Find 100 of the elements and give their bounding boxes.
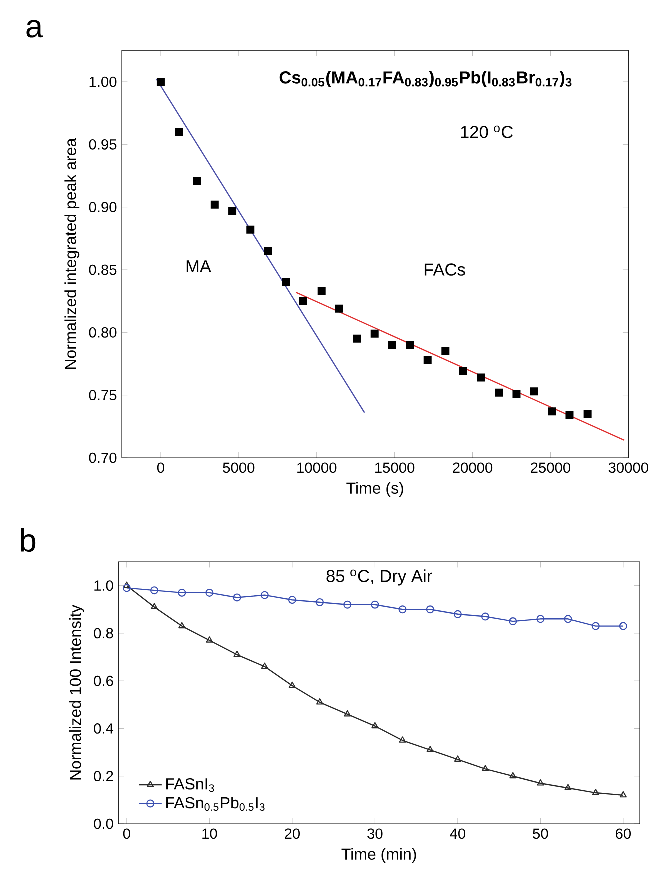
y-tick-label: 0.2 bbox=[94, 771, 114, 782]
point bbox=[454, 610, 462, 618]
y-tick-label: 0.4 bbox=[94, 724, 114, 734]
point bbox=[537, 780, 544, 786]
x-tick-label: 30 bbox=[368, 828, 383, 840]
point bbox=[122, 584, 131, 592]
point bbox=[564, 615, 572, 624]
point bbox=[509, 618, 518, 626]
point bbox=[388, 341, 396, 350]
y-tick-label: 0.95 bbox=[89, 139, 117, 150]
point bbox=[592, 622, 600, 630]
point bbox=[512, 390, 521, 398]
chart-title: a bbox=[26, 20, 44, 38]
point bbox=[260, 591, 269, 600]
point bbox=[282, 278, 290, 287]
x-tick-label: 20000 bbox=[453, 462, 493, 474]
y-tick-label: 1.0 bbox=[94, 580, 114, 592]
point bbox=[530, 388, 538, 396]
point bbox=[584, 410, 592, 418]
point bbox=[619, 622, 628, 630]
point bbox=[426, 746, 434, 752]
point bbox=[264, 247, 272, 256]
point bbox=[353, 334, 362, 343]
annotation: MA bbox=[186, 260, 212, 273]
point bbox=[318, 287, 326, 296]
x-tick-label: 60 bbox=[616, 828, 632, 840]
y-tick-label: 0.85 bbox=[89, 264, 117, 276]
point bbox=[482, 765, 490, 772]
point bbox=[175, 128, 184, 136]
point bbox=[424, 356, 432, 364]
y-tick-label: 0.0 bbox=[94, 818, 114, 830]
x-tick-label: 40 bbox=[450, 828, 466, 840]
point bbox=[481, 612, 490, 621]
y-tick-label: 0.80 bbox=[89, 327, 117, 338]
point bbox=[495, 388, 504, 397]
point bbox=[344, 600, 352, 609]
x-tick-label: 25000 bbox=[531, 462, 571, 474]
annotation: 120 $^{o}$C bbox=[461, 126, 513, 138]
x-axis-title: Time (s) bbox=[346, 482, 404, 498]
point bbox=[335, 304, 344, 313]
y-tick-label: 0.70 bbox=[89, 452, 117, 464]
chart-title: b bbox=[21, 528, 36, 552]
point bbox=[178, 588, 186, 597]
point bbox=[454, 756, 462, 762]
y-tick-label: 0.75 bbox=[89, 390, 117, 401]
point bbox=[261, 662, 268, 670]
annotation: FACs bbox=[424, 264, 466, 276]
point bbox=[150, 586, 158, 595]
y-tick-label: 0.8 bbox=[94, 628, 114, 639]
x-tick-label: 20 bbox=[285, 828, 300, 840]
point bbox=[620, 791, 627, 798]
x-tick-label: 15000 bbox=[376, 462, 415, 474]
point bbox=[193, 177, 202, 186]
x-tick-label: 30000 bbox=[608, 462, 648, 474]
point bbox=[477, 374, 486, 382]
x-tick-label: 10 bbox=[202, 828, 218, 840]
point bbox=[150, 603, 158, 610]
y-tick-label: 0.6 bbox=[94, 676, 114, 686]
point bbox=[156, 78, 165, 86]
point bbox=[123, 582, 130, 588]
point bbox=[592, 789, 600, 796]
legend-label: FASnI$_{3}$ bbox=[166, 778, 214, 792]
x-tick-label: 0 bbox=[123, 828, 130, 840]
text: Cs$_{0.05}$(MA$_{0.17}$FA$_{0.83}$)$_{0.95}$Pb(I$_{0.83}$Br$_{0.17}$)$_{3}$ bbox=[280, 71, 572, 88]
y-axis-title: Normalized 100 Intensity bbox=[70, 605, 84, 780]
point bbox=[234, 650, 241, 658]
point bbox=[566, 411, 574, 420]
x-axis-title: Time (min) bbox=[342, 848, 416, 864]
point bbox=[398, 606, 407, 614]
point bbox=[442, 347, 450, 356]
point bbox=[206, 588, 214, 597]
point bbox=[510, 772, 517, 779]
point bbox=[228, 207, 237, 216]
point bbox=[316, 598, 324, 606]
point bbox=[370, 330, 379, 338]
point bbox=[288, 682, 296, 688]
y-tick-label: 1.00 bbox=[90, 76, 117, 88]
point bbox=[564, 784, 572, 791]
point bbox=[548, 408, 556, 416]
annotation: 85 $^{o}$C, Dry Air bbox=[326, 570, 432, 586]
y-axis-title: Normalized integrated peak area bbox=[64, 138, 80, 370]
point bbox=[178, 622, 186, 629]
point bbox=[210, 200, 219, 209]
point bbox=[406, 341, 414, 350]
y-tick-label: 0.90 bbox=[89, 202, 117, 213]
point bbox=[246, 226, 255, 234]
x-tick-label: 0 bbox=[157, 462, 164, 474]
legend-label: FASn$_{0.5}$Pb$_{0.5}$I$_{3}$ bbox=[166, 796, 265, 812]
point bbox=[206, 636, 214, 643]
x-tick-label: 10000 bbox=[298, 462, 337, 474]
point bbox=[344, 710, 352, 717]
point bbox=[316, 698, 324, 705]
x-tick-label: 5000 bbox=[223, 462, 255, 474]
x-tick-label: 50 bbox=[533, 828, 548, 840]
point bbox=[459, 368, 468, 376]
point bbox=[288, 596, 296, 604]
point bbox=[426, 606, 434, 614]
point bbox=[399, 736, 406, 743]
point bbox=[233, 594, 242, 602]
point bbox=[371, 600, 380, 609]
